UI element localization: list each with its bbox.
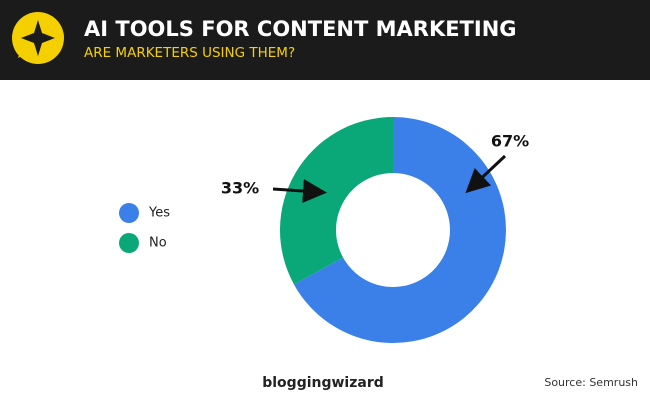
chart-subtitle: ARE MARKETERS USING THEM? (84, 45, 295, 61)
donut-segment (280, 117, 393, 285)
legend-label: No (149, 236, 167, 251)
chart-title: AI TOOLS FOR CONTENT MARKETING (84, 17, 517, 41)
header-icon (12, 12, 64, 64)
brand: bloggingwizard (262, 375, 384, 391)
label-arrow (272, 179, 327, 203)
legend-swatch (119, 233, 139, 253)
source: Source: Semrush (544, 376, 638, 389)
donut-segment (293, 117, 507, 343)
legend-label: Yes (148, 206, 170, 221)
legend-swatch (119, 203, 139, 223)
label-arrow (465, 154, 507, 194)
value-label: 67% (491, 132, 529, 151)
value-label: 33% (221, 179, 259, 198)
header-bar (0, 0, 650, 80)
